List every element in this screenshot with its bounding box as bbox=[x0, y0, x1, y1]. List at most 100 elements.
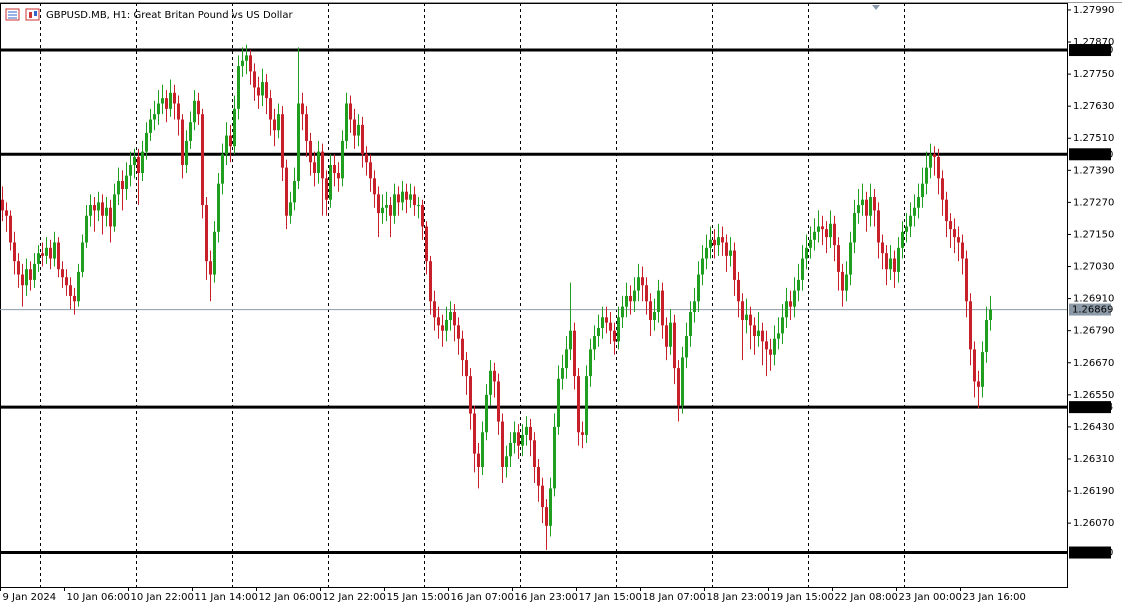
candle-body bbox=[841, 271, 844, 291]
candle-body bbox=[221, 154, 224, 184]
candle-body bbox=[869, 197, 872, 216]
candle-body bbox=[645, 285, 648, 302]
candle-body bbox=[225, 135, 228, 155]
candle-body bbox=[333, 164, 336, 173]
candle-body bbox=[377, 194, 380, 214]
candle-body bbox=[685, 336, 688, 358]
candle-body bbox=[705, 247, 708, 259]
candle-body bbox=[549, 488, 552, 526]
candle-body bbox=[249, 55, 252, 72]
candle-body bbox=[689, 311, 692, 337]
level-tag bbox=[1069, 401, 1111, 414]
y-tick-label: 1.27390 bbox=[1073, 165, 1114, 176]
candle-body bbox=[349, 103, 352, 120]
candle-body bbox=[609, 322, 612, 331]
candle-body bbox=[529, 426, 532, 441]
candle-body bbox=[161, 98, 164, 104]
candle-body bbox=[885, 253, 888, 270]
candle-body bbox=[721, 237, 724, 243]
candle-body bbox=[201, 114, 204, 206]
candle-body bbox=[781, 317, 784, 334]
candle-body bbox=[409, 194, 412, 200]
candle-body bbox=[93, 205, 96, 211]
candle-body bbox=[21, 274, 24, 286]
candle-body bbox=[857, 205, 860, 214]
candle-body bbox=[669, 322, 672, 347]
candle-body bbox=[913, 207, 916, 216]
candle-body bbox=[929, 154, 932, 168]
candle-body bbox=[521, 434, 524, 446]
y-tick-label: 1.26310 bbox=[1073, 454, 1114, 465]
candle-body bbox=[69, 285, 72, 296]
y-tick-label: 1.27150 bbox=[1073, 229, 1114, 240]
x-tick-label: 10 Jan 06:00 bbox=[67, 592, 130, 603]
candle-body bbox=[53, 242, 56, 259]
candle-body bbox=[937, 156, 940, 179]
candle-body bbox=[117, 181, 120, 195]
candle-body bbox=[137, 156, 140, 173]
shift-marker[interactable] bbox=[872, 5, 880, 10]
candle-body bbox=[381, 207, 384, 214]
candle-body bbox=[113, 194, 116, 227]
candle-body bbox=[497, 381, 500, 422]
candle-body bbox=[305, 114, 308, 141]
candle-body bbox=[825, 229, 828, 238]
candle-body bbox=[777, 333, 780, 339]
y-tick-label: 1.26070 bbox=[1073, 518, 1114, 529]
candle-body bbox=[213, 231, 216, 275]
candle-body bbox=[709, 239, 712, 248]
candle-body bbox=[33, 263, 36, 280]
candle-body bbox=[725, 242, 728, 256]
candle-body bbox=[877, 210, 880, 243]
x-tick-label: 18 Jan 23:00 bbox=[707, 592, 770, 603]
candle-body bbox=[637, 277, 640, 291]
candle-body bbox=[357, 124, 360, 136]
candle-body bbox=[437, 317, 440, 326]
axes: 1.27990 1.27870 1.27750 1.27630 1.27510 1.273… bbox=[0, 5, 1114, 603]
candle-body bbox=[953, 229, 956, 238]
x-tick-label: 17 Jan 15:00 bbox=[579, 592, 642, 603]
candle-body bbox=[13, 242, 16, 262]
candle-body bbox=[765, 341, 768, 350]
candle-body bbox=[613, 330, 616, 342]
candle-body bbox=[65, 277, 68, 286]
candle-body bbox=[429, 261, 432, 302]
candle-body bbox=[625, 295, 628, 307]
candle-body bbox=[457, 325, 460, 339]
levels bbox=[0, 48, 1067, 555]
candle-body bbox=[401, 191, 404, 203]
icon-chart[interactable] bbox=[25, 8, 40, 21]
candle-body bbox=[941, 178, 944, 200]
y-tick-label: 1.27030 bbox=[1073, 262, 1114, 273]
candle-body bbox=[837, 245, 840, 272]
candle-body bbox=[453, 311, 456, 326]
candle-body bbox=[129, 164, 132, 176]
candle-body bbox=[741, 301, 744, 320]
candle-body bbox=[61, 269, 64, 278]
candle-body bbox=[489, 370, 492, 395]
x-tick-label: 10 Jan 22:00 bbox=[131, 592, 194, 603]
candle-body bbox=[413, 194, 416, 206]
candle-body bbox=[833, 223, 836, 246]
candle-body bbox=[541, 485, 544, 508]
level-tag bbox=[1069, 148, 1111, 161]
candle-body bbox=[57, 242, 60, 270]
level-label: 1.26504 bbox=[1072, 402, 1113, 413]
candle-body bbox=[737, 279, 740, 302]
y-tick-label: 1.27990 bbox=[1073, 5, 1114, 16]
candle-body bbox=[605, 317, 608, 323]
candle-body bbox=[209, 261, 212, 275]
candle-body bbox=[557, 378, 560, 427]
candle-body bbox=[545, 507, 548, 526]
candle-body bbox=[965, 258, 968, 302]
candle-body bbox=[317, 151, 320, 173]
candle-body bbox=[5, 210, 8, 216]
candle-body bbox=[185, 140, 188, 165]
candle-body bbox=[901, 231, 904, 248]
candle-body bbox=[405, 191, 408, 200]
candle-body bbox=[677, 368, 680, 406]
level-tag bbox=[1069, 546, 1111, 559]
candle-body bbox=[729, 250, 732, 256]
